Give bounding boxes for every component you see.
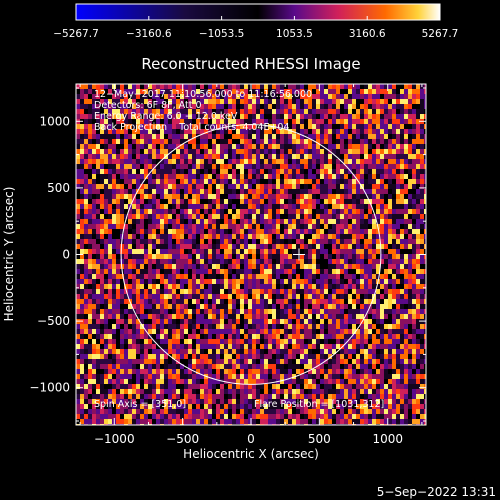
annotation-method-counts: Back Projection Total counts: 4.04E+04 — [94, 122, 290, 133]
solar-limb-circle — [120, 124, 382, 385]
spin-axis-label: Spin Axis = [351,0] — [94, 399, 186, 410]
colorbar-tick-label: 3160.6 — [349, 28, 386, 40]
x-tick-label: 500 — [308, 432, 331, 446]
colorbar-tick-label: 5267.7 — [422, 28, 459, 40]
annotation-energy-range: Energy Range: 6.0 − 12.0 keV — [94, 111, 238, 122]
y-axis-label: Heliocentric Y (arcsec) — [2, 187, 16, 322]
flare-cross-marker — [292, 248, 305, 261]
x-tick-label: −1000 — [94, 432, 135, 446]
y-tick-label: −1000 — [29, 381, 70, 395]
x-axis-label: Heliocentric X (arcsec) — [183, 447, 319, 461]
annotation-time-range: 12−May−2017 11:10:56.000 to 11:16:56.000 — [94, 89, 312, 100]
x-tick-label: 0 — [247, 432, 255, 446]
y-tick-label: −500 — [37, 314, 70, 328]
colorbar-tick-label: 1053.5 — [276, 28, 313, 40]
y-tick-label: 500 — [47, 181, 70, 195]
x-tick-label: 1000 — [372, 432, 403, 446]
x-axis: −1000 −500 0 500 1000 — [79, 84, 423, 446]
y-tick-label: 1000 — [39, 114, 70, 128]
x-tick-label: −500 — [166, 432, 199, 446]
colorbar-gradient — [75, 3, 441, 21]
colorbar: −5267.7 −3160.6 −1053.5 1053.5 3160.6 5267.7 — [53, 3, 458, 40]
colorbar-tick-label: −5267.7 — [53, 28, 99, 40]
colorbar-tick-label: −3160.6 — [126, 28, 172, 40]
colorbar-tick-label: −1053.5 — [199, 28, 245, 40]
heatmap-image — [76, 84, 426, 425]
colorbar-ticks: −5267.7 −3160.6 −1053.5 1053.5 3160.6 5267.7 — [53, 16, 458, 40]
chart-title: Reconstructed RHESSI Image — [141, 55, 360, 73]
annotation-detectors: Detectors: 6F 8F, Att 0 — [94, 100, 202, 111]
flare-position-label: Flare Position = [1031,312] — [254, 399, 384, 410]
timestamp: 5−Sep−2022 13:31 — [377, 485, 496, 499]
y-tick-label: 0 — [62, 248, 70, 262]
annotation-block: 12−May−2017 11:10:56.000 to 11:16:56.000… — [94, 89, 312, 133]
y-axis: −1000 −500 0 500 1000 — [29, 87, 426, 422]
